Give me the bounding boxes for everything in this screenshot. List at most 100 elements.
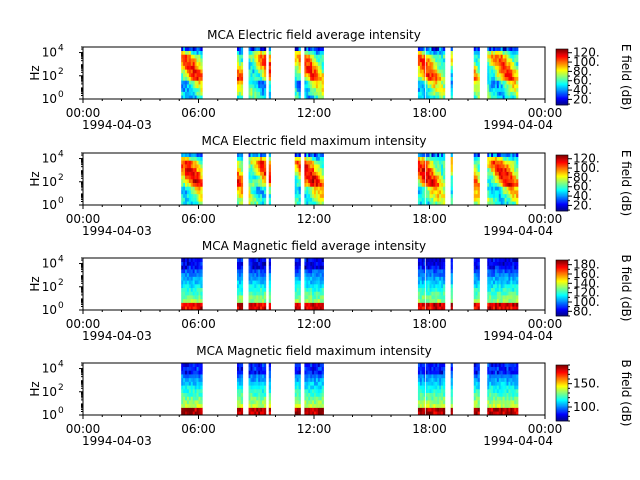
- spectrogram-cell: [240, 186, 244, 191]
- spectrogram-cell: [504, 156, 507, 161]
- spectrogram-cell: [494, 269, 498, 274]
- spectrogram-cell: [494, 258, 498, 263]
- spectrogram-cell: [263, 61, 267, 66]
- y-tick-exponent: 2: [58, 173, 64, 183]
- spectrogram-cell: [294, 295, 297, 300]
- spectrogram-cell: [496, 370, 500, 375]
- spectrogram-cell: [502, 171, 505, 176]
- spectrogram-cell: [190, 175, 194, 180]
- colorbar-cell: [556, 399, 568, 401]
- spectrogram-cell: [185, 76, 188, 81]
- spectrogram-cell: [183, 400, 186, 405]
- spectrogram-cell: [477, 175, 480, 180]
- spectrogram-cell: [475, 54, 478, 59]
- spectrogram-cell: [304, 265, 307, 270]
- spectrogram-cell: [435, 269, 438, 274]
- spectrogram-cell: [489, 370, 492, 375]
- spectrogram-cell: [437, 65, 440, 70]
- spectrogram-cell: [304, 50, 307, 55]
- spectrogram-cell: [237, 167, 240, 172]
- spectrogram-cell: [417, 186, 421, 191]
- spectrogram-cell: [260, 269, 263, 274]
- spectrogram-cell: [433, 171, 436, 176]
- spectrogram-cell: [314, 403, 317, 408]
- spectrogram-cell: [294, 193, 297, 198]
- spectrogram-cell: [437, 400, 440, 405]
- spectrogram-cell: [319, 377, 322, 382]
- spectrogram-cell: [441, 65, 444, 70]
- spectrogram-cell: [181, 91, 184, 96]
- spectrogram-cell: [263, 197, 267, 202]
- spectrogram-cell: [439, 73, 442, 78]
- spectrogram-cell: [494, 197, 498, 202]
- spectrogram-cell: [258, 50, 261, 55]
- spectrogram-cell: [319, 190, 322, 195]
- colorbar-cell: [556, 155, 568, 157]
- spectrogram-cell: [252, 298, 255, 303]
- spectrogram-cell: [200, 65, 203, 70]
- spectrogram-cell: [502, 295, 505, 300]
- spectrogram-cell: [304, 403, 307, 408]
- spectrogram-cell: [254, 50, 257, 55]
- spectrogram-cell: [439, 167, 442, 172]
- spectrogram-cell: [433, 91, 436, 96]
- spectrogram-cell: [419, 201, 423, 206]
- spectrogram-cell: [321, 95, 324, 100]
- spectrogram-cell: [252, 65, 255, 70]
- spectrogram-cell: [250, 261, 253, 266]
- spectrogram-cell: [508, 193, 511, 198]
- spectrogram-cell: [263, 306, 267, 311]
- spectrogram-cell: [494, 50, 498, 55]
- spectrogram-cell: [475, 84, 478, 89]
- spectrogram-cell: [254, 411, 257, 416]
- spectrogram-cell: [296, 58, 299, 63]
- spectrogram-cell: [298, 302, 301, 307]
- spectrogram-cell: [238, 84, 242, 89]
- spectrogram-cell: [252, 407, 255, 412]
- colorbar-cell: [556, 407, 568, 409]
- spectrogram-cell: [181, 407, 184, 412]
- spectrogram-cell: [254, 197, 257, 202]
- spectrogram-cell: [258, 377, 261, 382]
- spectrogram-cell: [298, 363, 301, 368]
- spectrogram-cell: [496, 295, 500, 300]
- spectrogram-cell: [429, 80, 432, 85]
- spectrogram-cell: [421, 182, 425, 187]
- spectrogram-cell: [500, 381, 503, 386]
- spectrogram-cell: [317, 396, 321, 401]
- spectrogram-cell: [186, 84, 190, 89]
- spectrogram-cell: [298, 47, 301, 52]
- spectrogram-cell: [510, 261, 513, 266]
- spectrogram-cell: [427, 381, 430, 386]
- spectrogram-cell: [498, 287, 502, 292]
- spectrogram-cell: [431, 377, 434, 382]
- spectrogram-cell: [238, 269, 242, 274]
- spectrogram-cell: [198, 392, 201, 397]
- spectrogram-cell: [437, 411, 440, 416]
- spectrogram-cell: [506, 160, 509, 165]
- spectrogram-cell: [240, 190, 244, 195]
- spectrogram-cell: [439, 197, 442, 202]
- spectrogram-cell: [321, 50, 324, 55]
- spectrogram-cell: [433, 403, 436, 408]
- spectrogram-cell: [238, 197, 242, 202]
- spectrogram-cell: [238, 276, 242, 281]
- spectrogram-cell: [183, 87, 186, 92]
- spectrogram-cell: [423, 265, 425, 270]
- colorbar-cell: [556, 294, 568, 296]
- spectrogram-cell: [192, 167, 195, 172]
- spectrogram-cell: [312, 197, 315, 202]
- colorbar-cell: [556, 369, 568, 371]
- spectrogram-cell: [487, 272, 490, 277]
- spectrogram-cell: [192, 385, 195, 390]
- colorbar-cell: [556, 391, 568, 393]
- spectrogram-cell: [425, 167, 428, 172]
- spectrogram-cell: [423, 276, 425, 281]
- spectrogram-cell: [500, 175, 503, 180]
- spectrogram-cell: [198, 298, 201, 303]
- spectrogram-cell: [310, 87, 313, 92]
- spectrogram-cell: [425, 164, 428, 169]
- spectrogram-cell: [498, 261, 502, 266]
- spectrogram-cell: [250, 160, 253, 165]
- spectrogram-cell: [473, 61, 476, 66]
